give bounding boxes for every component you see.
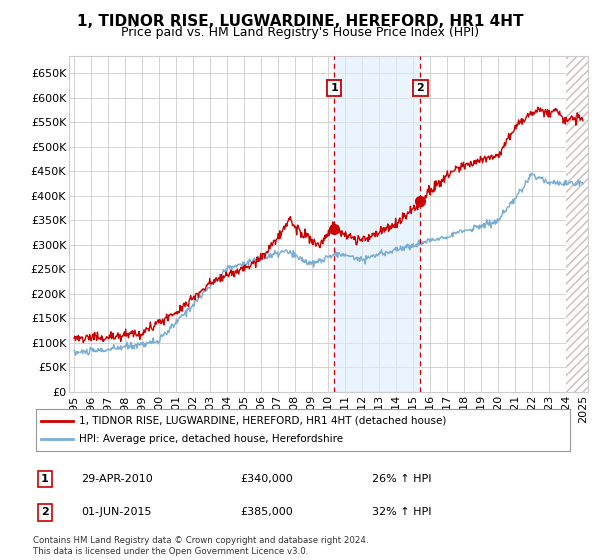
Text: 01-JUN-2015: 01-JUN-2015 [81,507,151,517]
Bar [566,56,588,392]
Bar [566,56,588,392]
Text: 1: 1 [330,83,338,93]
Text: 32% ↑ HPI: 32% ↑ HPI [372,507,431,517]
Text: HPI: Average price, detached house, Herefordshire: HPI: Average price, detached house, Here… [79,434,343,444]
Text: £385,000: £385,000 [240,507,293,517]
Text: Contains HM Land Registry data © Crown copyright and database right 2024.
This d: Contains HM Land Registry data © Crown c… [33,536,368,556]
Text: 29-APR-2010: 29-APR-2010 [81,474,153,484]
Text: £340,000: £340,000 [240,474,293,484]
Text: 2: 2 [416,83,424,93]
Text: 26% ↑ HPI: 26% ↑ HPI [372,474,431,484]
Text: 1, TIDNOR RISE, LUGWARDINE, HEREFORD, HR1 4HT (detached house): 1, TIDNOR RISE, LUGWARDINE, HEREFORD, HR… [79,416,446,426]
Text: Price paid vs. HM Land Registry's House Price Index (HPI): Price paid vs. HM Land Registry's House … [121,26,479,39]
Text: 1: 1 [41,474,49,484]
Text: 1, TIDNOR RISE, LUGWARDINE, HEREFORD, HR1 4HT: 1, TIDNOR RISE, LUGWARDINE, HEREFORD, HR… [77,14,523,29]
Text: 2: 2 [41,507,49,517]
Bar [334,56,421,392]
